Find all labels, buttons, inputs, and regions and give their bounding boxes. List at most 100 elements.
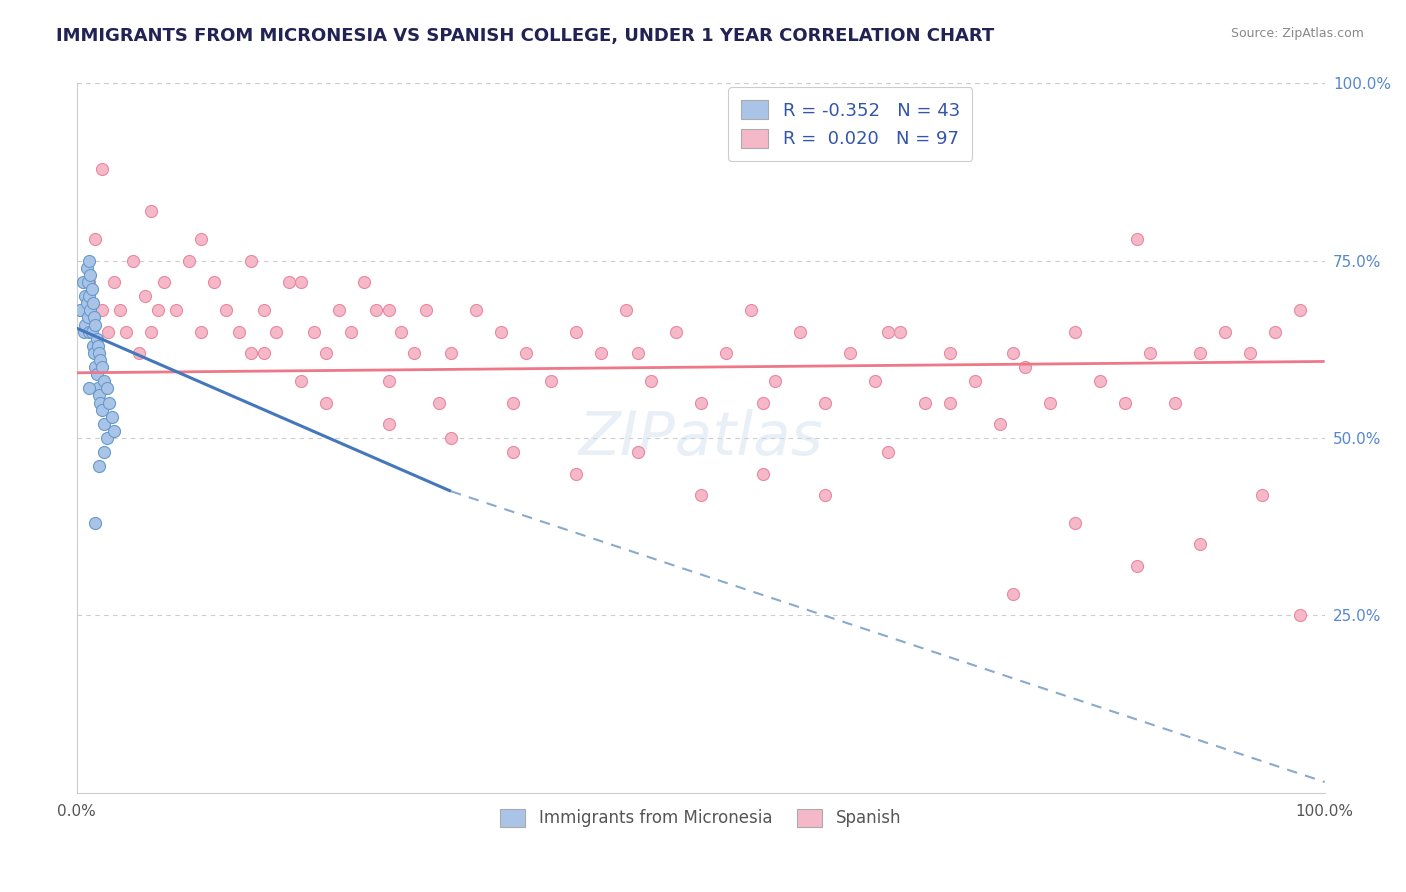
Point [190, 325, 212, 339]
Point [489, 325, 512, 339]
Point [1188, 537, 1211, 551]
Point [1264, 325, 1286, 339]
Point [75, 289, 97, 303]
Point [540, 374, 562, 388]
Point [103, 424, 125, 438]
Point [253, 346, 276, 360]
Point [839, 346, 862, 360]
Point [87, 346, 110, 360]
Text: ZIPatlas: ZIPatlas [578, 409, 823, 467]
Point [876, 445, 898, 459]
Text: Source: ZipAtlas.com: Source: ZipAtlas.com [1230, 27, 1364, 40]
Point [1239, 346, 1261, 360]
Point [82, 296, 104, 310]
Point [1188, 346, 1211, 360]
Point [80, 282, 103, 296]
Point [665, 325, 688, 339]
Point [377, 303, 399, 318]
Point [87, 339, 110, 353]
Point [89, 395, 111, 409]
Point [76, 310, 98, 325]
Point [83, 346, 105, 360]
Point [84, 318, 107, 332]
Point [814, 488, 837, 502]
Point [202, 275, 225, 289]
Point [97, 325, 120, 339]
Point [77, 253, 100, 268]
Point [83, 310, 105, 325]
Point [752, 467, 775, 481]
Point [215, 303, 238, 318]
Point [1213, 325, 1236, 339]
Point [627, 346, 650, 360]
Point [93, 445, 115, 459]
Point [76, 260, 98, 275]
Point [76, 275, 98, 289]
Point [72, 275, 94, 289]
Point [100, 409, 122, 424]
Point [72, 303, 94, 318]
Point [146, 303, 169, 318]
Point [340, 325, 363, 339]
Point [1064, 516, 1087, 530]
Point [128, 346, 150, 360]
Point [565, 467, 588, 481]
Point [84, 232, 107, 246]
Point [240, 346, 263, 360]
Point [627, 445, 650, 459]
Point [1126, 232, 1149, 246]
Point [134, 289, 156, 303]
Point [90, 360, 112, 375]
Point [77, 381, 100, 395]
Point [165, 303, 187, 318]
Point [1114, 395, 1136, 409]
Point [290, 275, 312, 289]
Point [377, 417, 399, 431]
Point [465, 303, 488, 318]
Point [93, 374, 115, 388]
Text: IMMIGRANTS FROM MICRONESIA VS SPANISH COLLEGE, UNDER 1 YEAR CORRELATION CHART: IMMIGRANTS FROM MICRONESIA VS SPANISH CO… [56, 27, 994, 45]
Point [440, 431, 463, 445]
Point [90, 402, 112, 417]
Point [440, 346, 463, 360]
Point [302, 325, 325, 339]
Point [502, 445, 524, 459]
Point [87, 388, 110, 402]
Point [1088, 374, 1111, 388]
Point [90, 303, 112, 318]
Point [1139, 346, 1161, 360]
Point [277, 275, 299, 289]
Point [328, 303, 350, 318]
Point [740, 303, 762, 318]
Point [80, 325, 103, 339]
Point [76, 296, 98, 310]
Point [689, 488, 711, 502]
Point [84, 516, 107, 530]
Point [98, 395, 121, 409]
Point [115, 325, 138, 339]
Point [264, 325, 287, 339]
Point [1126, 558, 1149, 573]
Point [614, 303, 637, 318]
Point [814, 395, 837, 409]
Point [103, 275, 125, 289]
Point [965, 374, 987, 388]
Point [939, 346, 962, 360]
Point [689, 395, 711, 409]
Point [141, 204, 163, 219]
Point [82, 339, 104, 353]
Legend: Immigrants from Micronesia, Spanish: Immigrants from Micronesia, Spanish [494, 802, 908, 834]
Point [228, 325, 250, 339]
Point [1064, 325, 1087, 339]
Point [89, 353, 111, 368]
Point [253, 303, 276, 318]
Point [914, 395, 936, 409]
Point [290, 374, 312, 388]
Point [315, 346, 337, 360]
Point [415, 303, 437, 318]
Point [87, 381, 110, 395]
Point [1001, 346, 1024, 360]
Point [876, 325, 898, 339]
Point [1288, 303, 1310, 318]
Point [714, 346, 737, 360]
